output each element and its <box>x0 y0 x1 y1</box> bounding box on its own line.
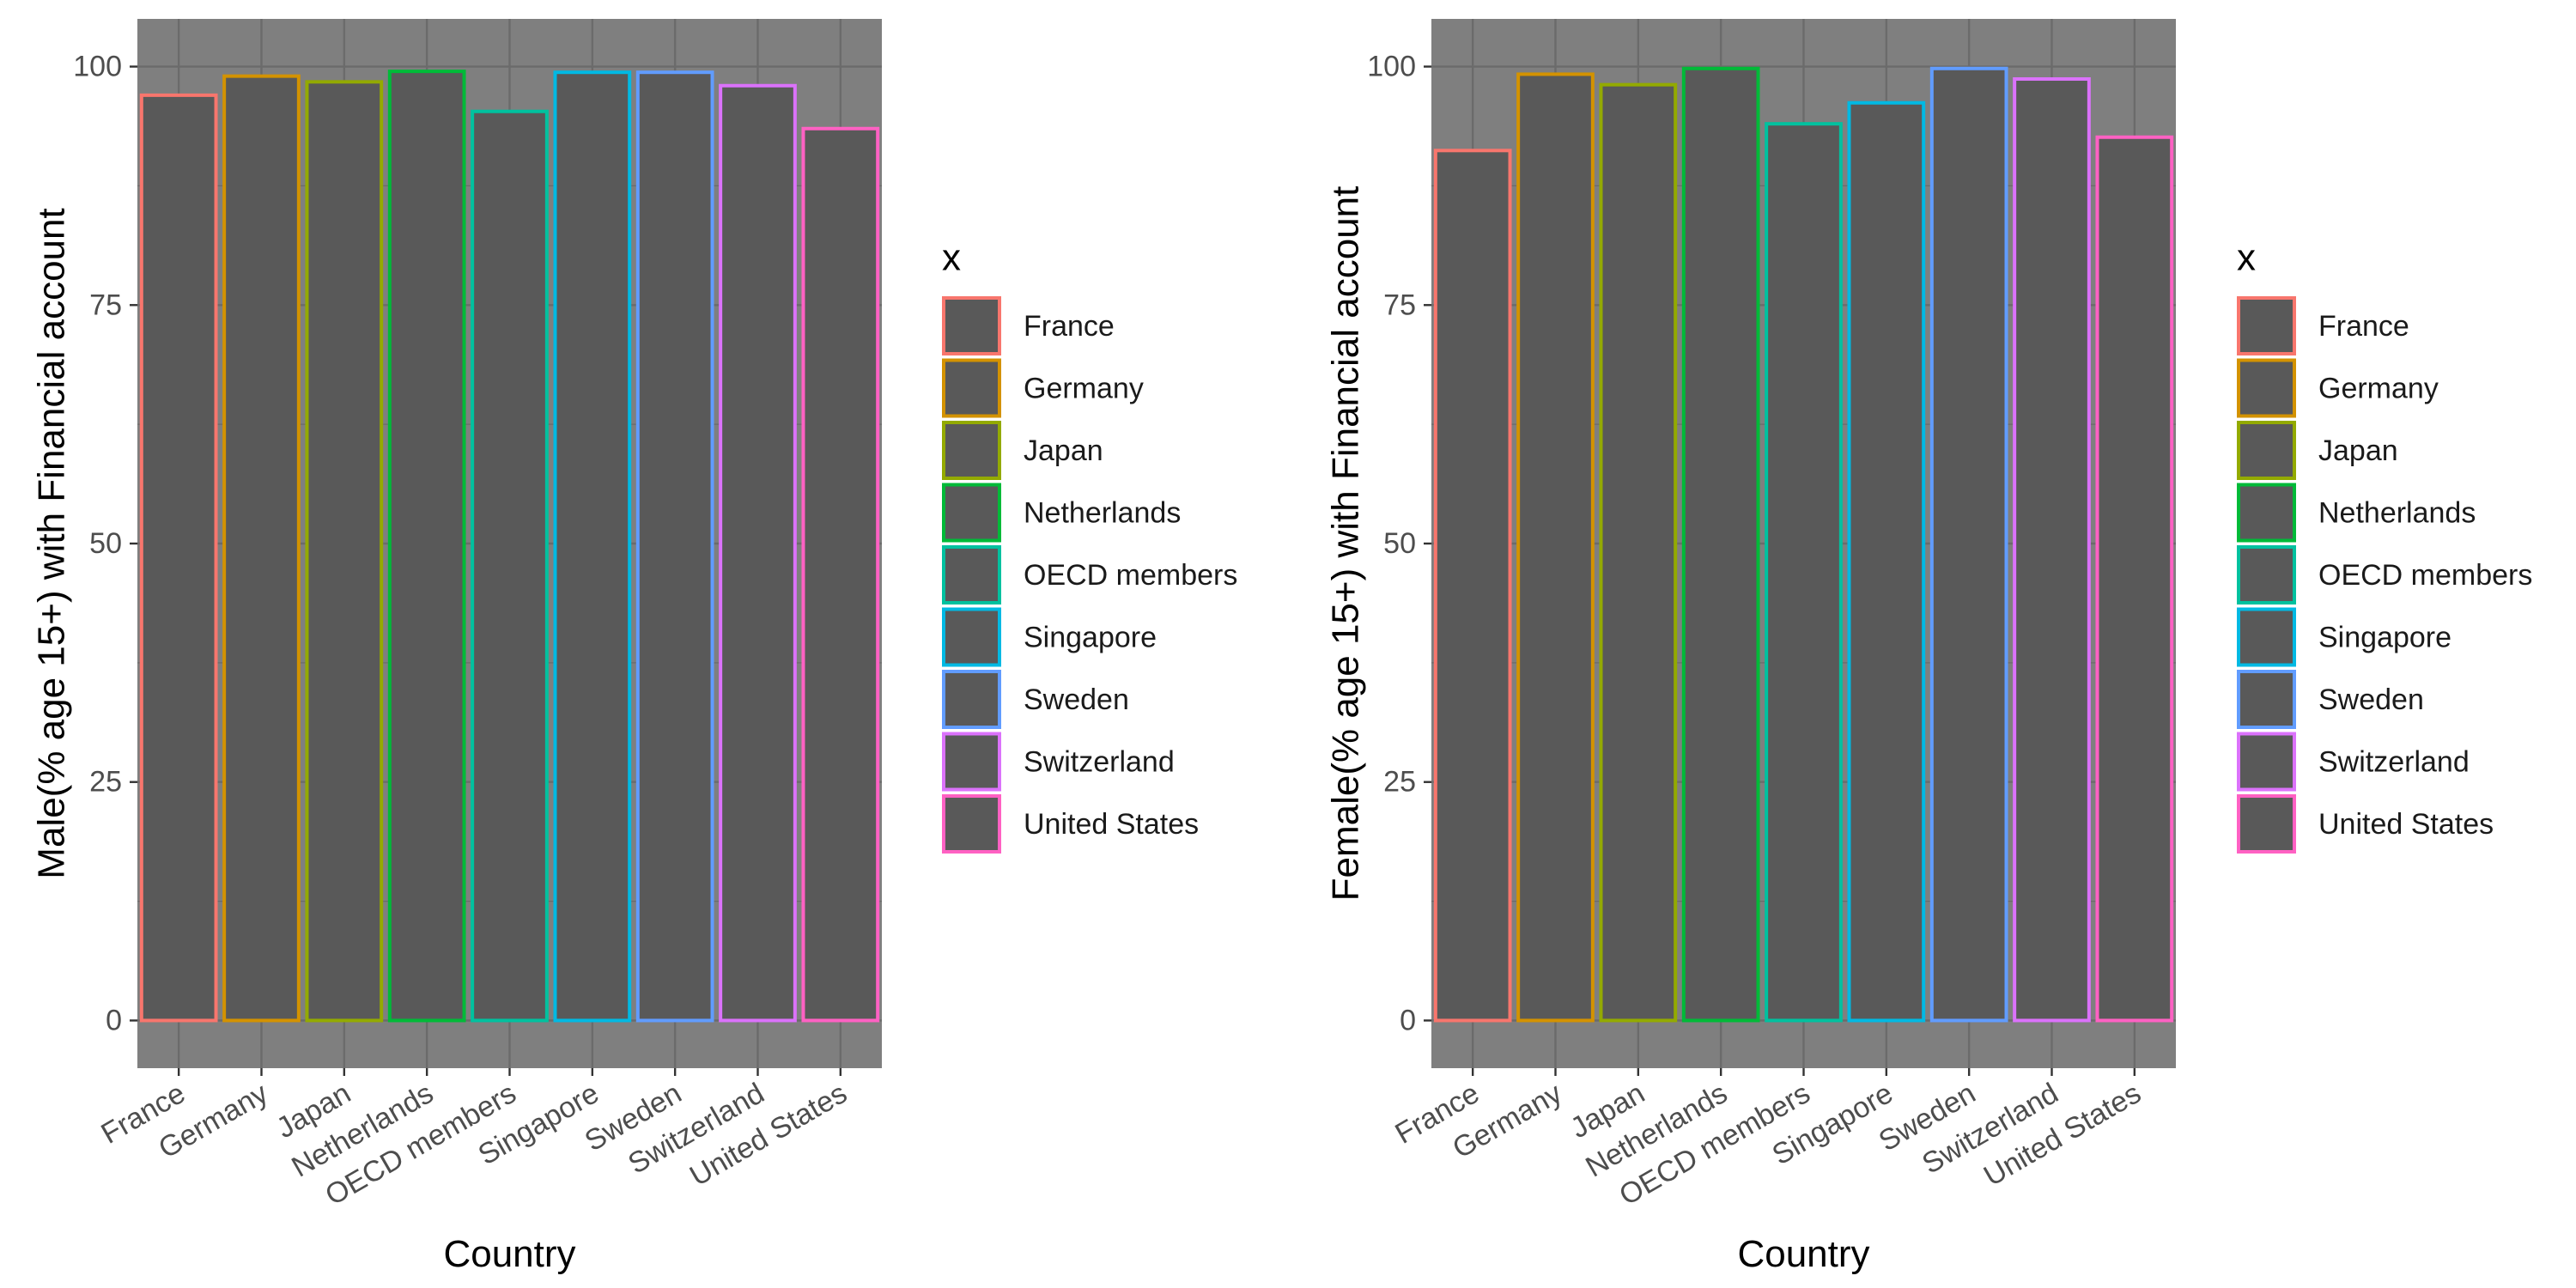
legend-key-switzerland <box>2237 732 2296 792</box>
legend-key-japan <box>942 421 1001 480</box>
x-axis-title: Country <box>443 1233 575 1275</box>
legend-title: x <box>942 237 961 279</box>
legend-title: x <box>2237 237 2256 279</box>
legend-key-france <box>942 296 1001 355</box>
legend-label: Netherlands <box>1024 497 1181 530</box>
female-chart-panel: 0 25 50 75 100 France Germany Japan Netherlands O… <box>1325 19 2532 1275</box>
legend-label: United States <box>1024 808 1199 841</box>
bar-france <box>1433 149 1512 1023</box>
legend-key-japan <box>2237 421 2296 480</box>
legend-label: Singapore <box>1024 622 1157 654</box>
bar-netherlands <box>387 70 466 1023</box>
legend-label: Switzerland <box>2318 746 2470 779</box>
legend-key-united-states <box>2237 794 2296 854</box>
legend-key-united-states <box>942 794 1001 854</box>
bar-united-states <box>2095 135 2174 1023</box>
legend-label: OECD members <box>1024 559 1237 592</box>
legend-label: United States <box>2318 808 2494 841</box>
y-tick-label: 100 <box>1367 51 1416 83</box>
legend: x France Germany Japan Netherlands OECD membe… <box>942 237 1237 854</box>
y-tick-label: 100 <box>73 51 122 83</box>
legend-label: Netherlands <box>2318 497 2476 530</box>
bar-sweden <box>635 70 714 1023</box>
y-tick-label: 25 <box>89 766 122 799</box>
legend-label: Germany <box>2318 373 2439 405</box>
legend-label: Singapore <box>2318 622 2451 654</box>
bar-singapore <box>1847 100 1926 1023</box>
bar-switzerland <box>2013 76 2091 1023</box>
bar-japan <box>305 80 384 1023</box>
bar-japan <box>1599 82 1678 1023</box>
bar-united-states <box>801 126 880 1023</box>
y-tick-label: 50 <box>1383 527 1416 560</box>
bar-singapore <box>553 70 632 1023</box>
legend-key-singapore <box>942 607 1001 667</box>
legend-key-netherlands <box>942 483 1001 543</box>
legend-label: France <box>1024 310 1115 343</box>
legend-label: Sweden <box>1024 683 1129 716</box>
male-chart-panel: 0 25 50 75 100 France Germany Japan Netherlands O… <box>31 19 1237 1275</box>
legend-label: OECD members <box>2318 559 2532 592</box>
legend-label: Sweden <box>2318 683 2424 716</box>
legend-key-switzerland <box>942 732 1001 792</box>
y-tick-label: 75 <box>89 289 122 321</box>
legend-label: France <box>2318 310 2409 343</box>
y-tick-label: 25 <box>1383 766 1416 799</box>
legend-key-netherlands <box>2237 483 2296 543</box>
bar-netherlands <box>1681 66 1760 1023</box>
legend-key-france <box>2237 296 2296 355</box>
bar-sweden <box>1929 66 2008 1023</box>
legend-key-oecd-members <box>2237 545 2296 605</box>
y-axis-title: Female(% age 15+) with Financial account <box>1325 186 1367 902</box>
legend-label: Japan <box>2318 434 2398 467</box>
y-tick-label: 0 <box>106 1004 122 1036</box>
legend-key-sweden <box>942 670 1001 729</box>
legend-key-oecd-members <box>942 545 1001 605</box>
bar-france <box>139 93 218 1023</box>
bar-oecd-members <box>1765 122 1843 1023</box>
bar-oecd-members <box>471 109 549 1023</box>
legend-label: Japan <box>1024 434 1103 467</box>
y-tick-label: 50 <box>89 527 122 560</box>
y-axis-title: Male(% age 15+) with Financial account <box>31 208 73 878</box>
legend-key-germany <box>942 358 1001 418</box>
x-axis-title: Country <box>1737 1233 1869 1275</box>
legend-label: Germany <box>1024 373 1144 405</box>
legend: x France Germany Japan Netherlands OECD membe… <box>2237 237 2532 854</box>
legend-key-germany <box>2237 358 2296 418</box>
bar-germany <box>1516 72 1595 1023</box>
legend-key-sweden <box>2237 670 2296 729</box>
bar-germany <box>222 74 301 1023</box>
legend-label: Switzerland <box>1024 746 1175 779</box>
y-tick-label: 0 <box>1400 1004 1416 1036</box>
y-tick-label: 75 <box>1383 289 1416 321</box>
legend-key-singapore <box>2237 607 2296 667</box>
bar-switzerland <box>719 83 797 1023</box>
